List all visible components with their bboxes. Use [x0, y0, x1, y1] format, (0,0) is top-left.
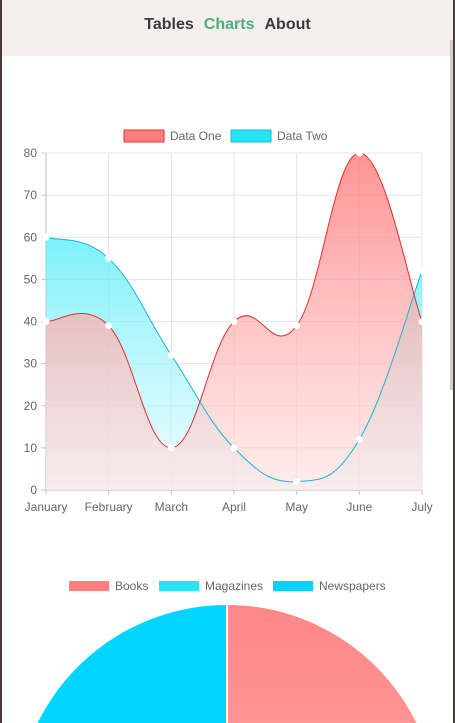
x-tick-label: July [411, 500, 432, 514]
pie-chart: Books Magazines Newspapers [35, 579, 419, 723]
x-tick-label: April [222, 500, 246, 514]
y-tick-label: 20 [24, 399, 38, 413]
x-tick-label: May [285, 500, 308, 514]
legend-label: Books [115, 579, 148, 593]
data-point-data-one-5 [355, 149, 363, 157]
y-tick-label: 10 [24, 441, 38, 455]
area-data-one [46, 152, 422, 490]
legend-swatch-magazines [159, 581, 199, 591]
data-point-data-one-6 [418, 318, 426, 325]
y-tick-label: 0 [30, 483, 37, 497]
y-tick-label: 50 [24, 272, 38, 286]
legend-swatch-books [69, 581, 109, 591]
legend-label: Data One [170, 129, 222, 143]
x-tick-label: June [346, 500, 372, 514]
data-point-data-one-1 [105, 322, 113, 330]
data-point-data-one-4 [293, 322, 301, 330]
top-navbar: Tables Charts About [2, 0, 453, 56]
legend-label: Newspapers [319, 579, 386, 593]
y-tick-label: 60 [24, 230, 38, 244]
data-point-data-two-5 [355, 435, 363, 443]
data-point-data-one-3 [230, 318, 238, 325]
data-point-data-one-0 [42, 318, 50, 325]
legend-swatch-data-one [123, 129, 165, 143]
y-tick-label: 80 [24, 146, 38, 160]
line-chart: Data One Data Two 0 10 20 30 40 50 60 70 80 January… [24, 129, 433, 514]
pie-slice-books [226, 602, 419, 723]
data-point-data-two-4 [293, 478, 301, 486]
legend-label: Magazines [205, 579, 263, 593]
pie-slice-newspapers [35, 602, 228, 723]
nav-link-about[interactable]: About [264, 16, 311, 33]
series-line-data-one [45, 152, 423, 449]
data-point-data-two-0 [42, 233, 50, 241]
x-tick-label: March [155, 500, 188, 514]
y-tick-label: 30 [24, 357, 38, 371]
nav-link-tables[interactable]: Tables [144, 16, 194, 33]
y-tick-label: 40 [24, 315, 38, 329]
legend-swatch-newspapers [273, 581, 313, 591]
data-point-data-one-2 [167, 444, 175, 452]
x-tick-label: February [85, 500, 133, 514]
x-tick-label: January [25, 500, 68, 514]
data-point-data-two-6 [418, 267, 426, 275]
data-point-data-two-2 [167, 351, 175, 359]
page-scrollbar[interactable] [450, 40, 453, 390]
legend-label: Data Two [277, 129, 328, 143]
nav-link-charts[interactable]: Charts [203, 16, 255, 33]
data-point-data-two-3 [230, 444, 238, 452]
data-point-data-two-1 [105, 254, 113, 262]
y-tick-label: 70 [24, 188, 38, 202]
legend-swatch-data-two [230, 129, 272, 143]
